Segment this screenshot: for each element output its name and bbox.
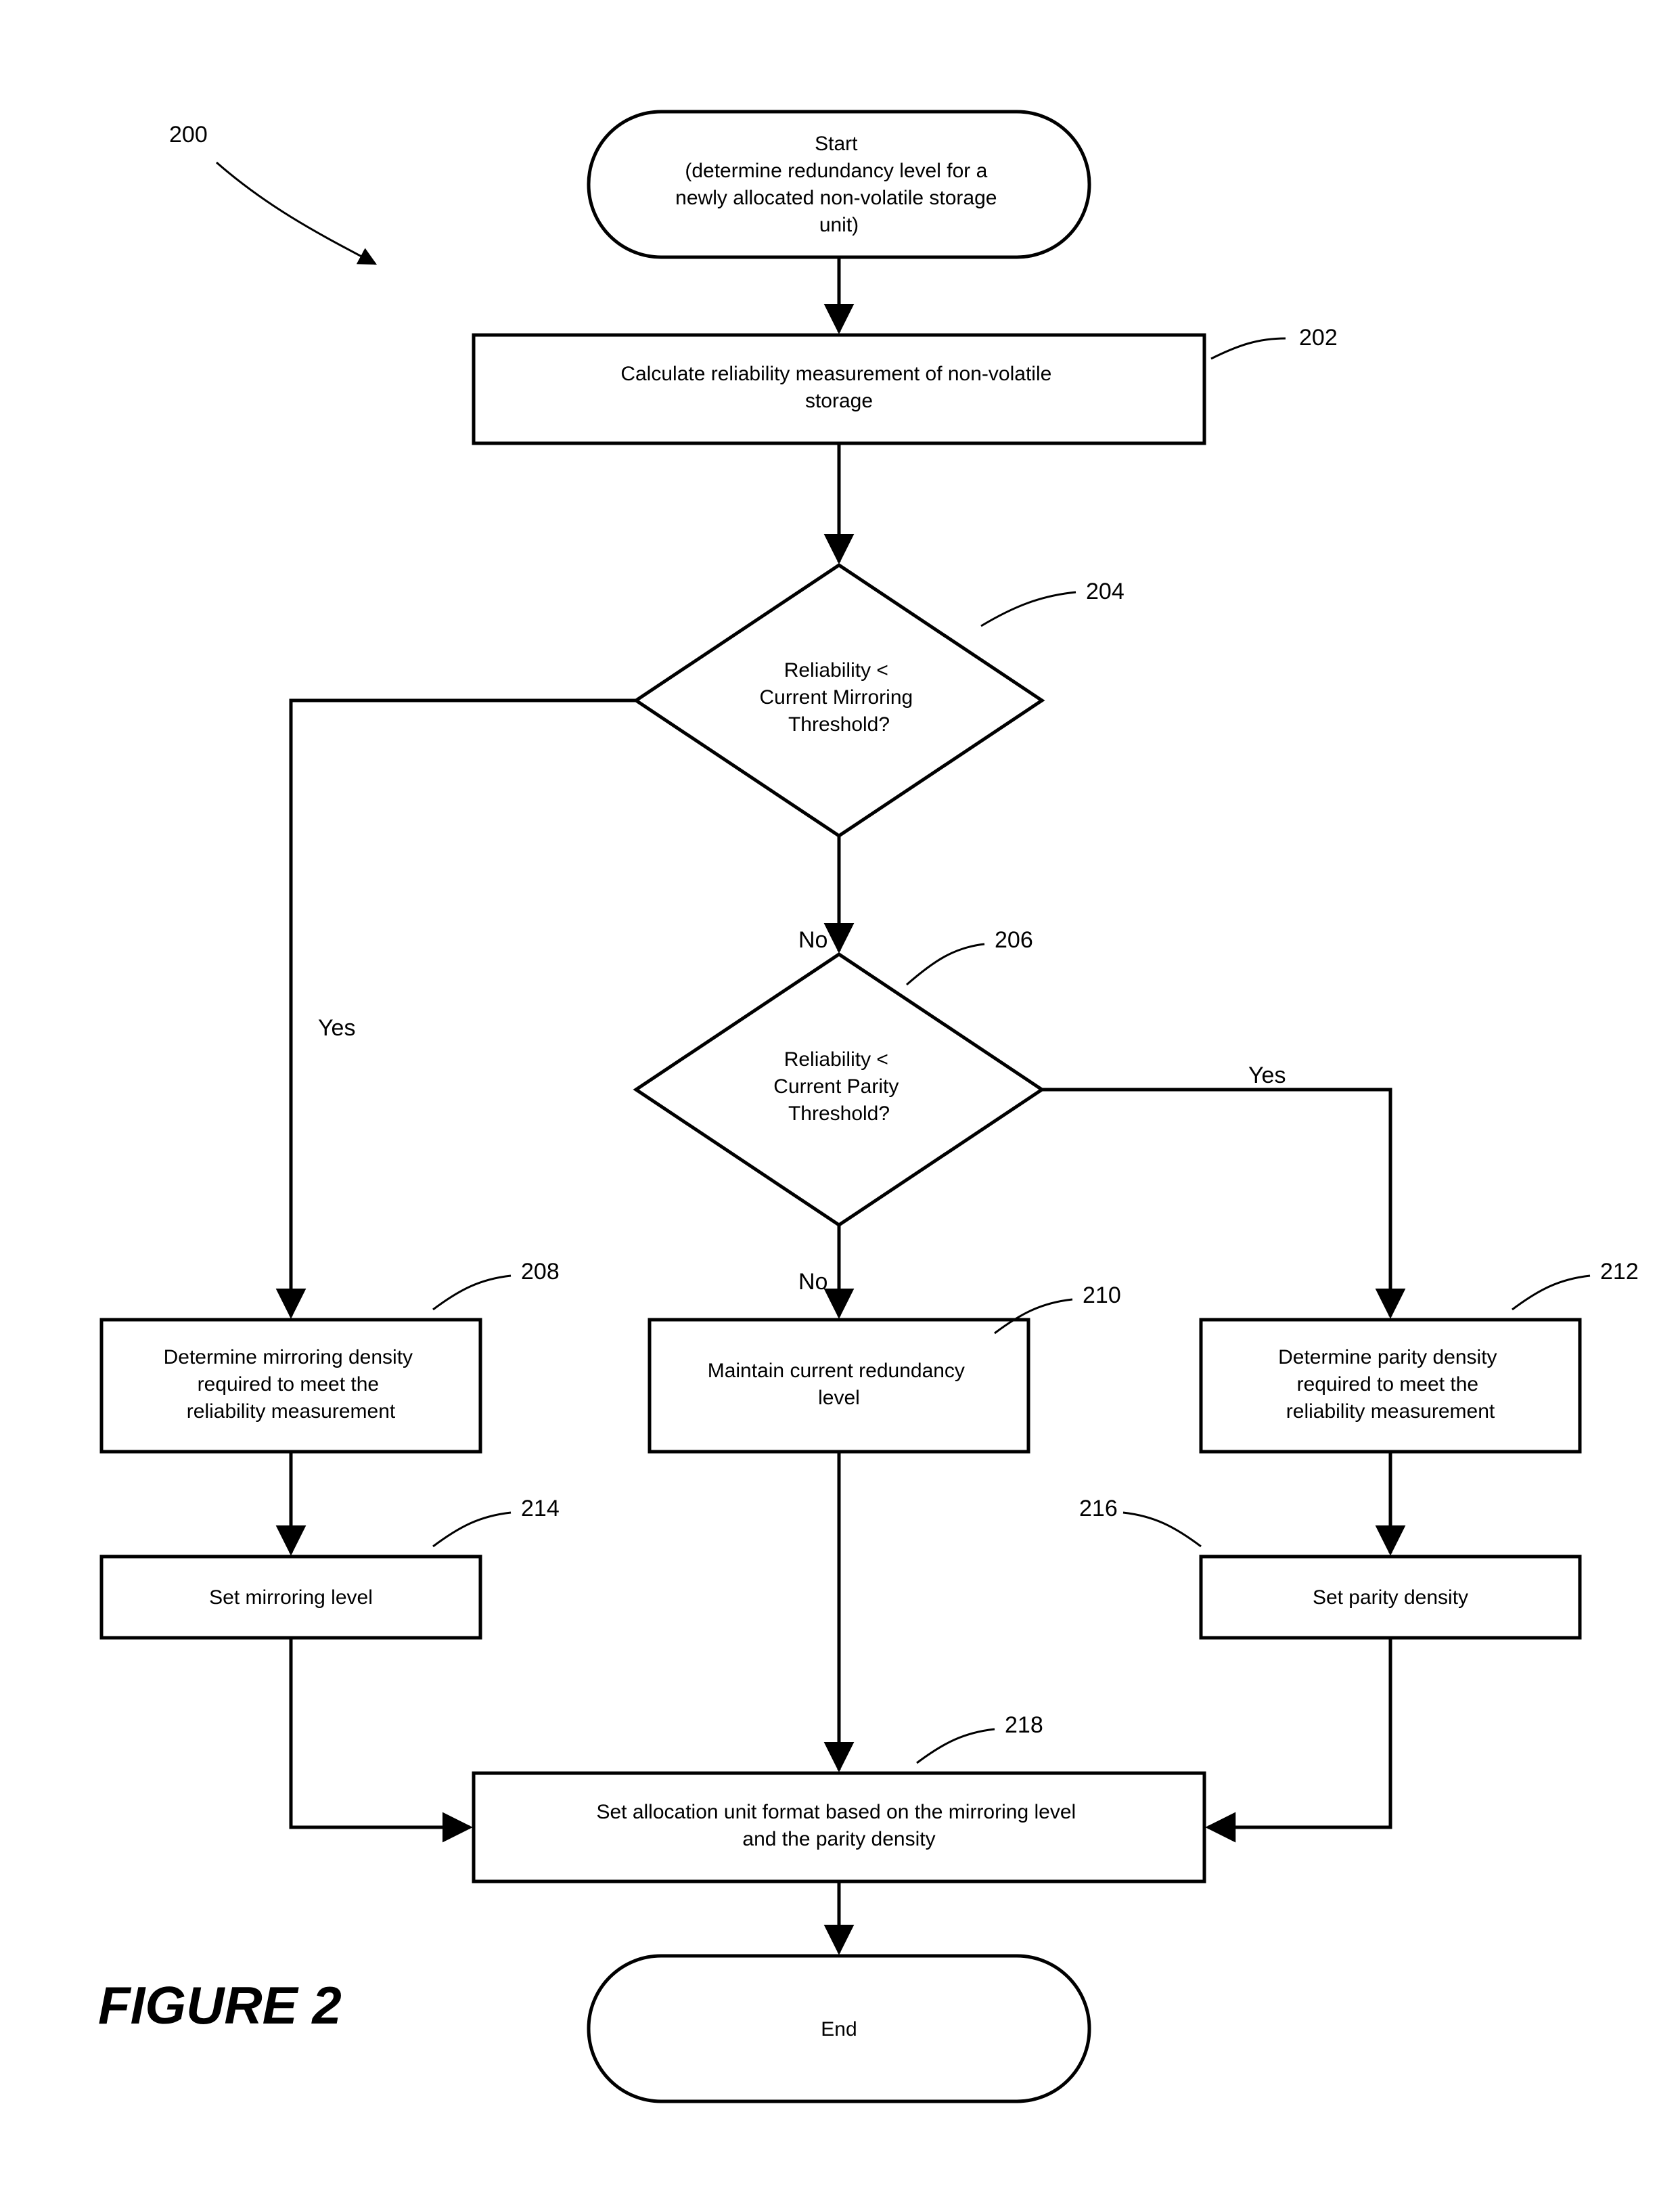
ref-208-leader (433, 1276, 511, 1310)
ref-208: 208 (521, 1259, 560, 1285)
node-212: Determine parity density required to mee… (1201, 1320, 1580, 1452)
start-line-0: Start (815, 133, 858, 155)
ref-212: 212 (1600, 1259, 1639, 1285)
start-line-2: newly allocated non-volatile storage (675, 187, 997, 209)
n202-line-0: Calculate reliability measurement of non… (620, 363, 1051, 385)
flowchart-canvas: 200 Start (determine redundancy level fo… (0, 0, 1680, 2188)
n206-line-1: Current Parity (773, 1075, 899, 1098)
n204-line-2: Threshold? (788, 713, 890, 736)
node-204: Reliability < Current Mirroring Threshol… (636, 565, 1042, 836)
start-line-1: (determine redundancy level for a (685, 160, 987, 182)
ref-204-leader (981, 592, 1076, 626)
n218-line-1: and the parity density (742, 1828, 935, 1850)
node-218: Set allocation unit format based on the … (474, 1773, 1204, 1881)
ref-200-leader (217, 162, 376, 264)
node-216: Set parity density (1201, 1557, 1580, 1638)
svg-text:Determine mirroring density: Determine mirroring density required to … (164, 1346, 419, 1423)
n218-line-0: Set allocation unit format based on the … (596, 1801, 1076, 1823)
node-208: Determine mirroring density required to … (101, 1320, 480, 1452)
label-206-no: No (798, 1269, 827, 1295)
n214-line-0: Set mirroring level (209, 1586, 373, 1609)
n212-line-2: reliability measurement (1286, 1400, 1495, 1423)
node-214: Set mirroring level (101, 1557, 480, 1638)
end-line-0: End (821, 2018, 857, 2040)
ref-216-leader (1123, 1513, 1201, 1546)
n208-line-2: reliability measurement (187, 1400, 396, 1423)
ref-200: 200 (169, 122, 208, 148)
ref-216: 216 (1079, 1496, 1118, 1521)
n212-line-0: Determine parity density (1278, 1346, 1497, 1368)
ref-214-leader (433, 1513, 511, 1546)
n208-line-0: Determine mirroring density (164, 1346, 413, 1368)
n212-line-1: required to meet the (1297, 1373, 1479, 1396)
label-204-no: No (798, 927, 827, 953)
ref-214: 214 (521, 1496, 560, 1521)
ref-202-leader (1211, 338, 1286, 359)
ref-202: 202 (1299, 325, 1338, 351)
ref-206-leader (907, 944, 984, 985)
n204-line-0: Reliability < (784, 659, 888, 682)
edge-214-218 (291, 1638, 470, 1827)
n216-line-0: Set parity density (1313, 1586, 1468, 1609)
n210-line-1: level (818, 1387, 860, 1409)
ref-204: 204 (1086, 579, 1125, 604)
start-line-3: unit) (819, 214, 859, 236)
node-206: Reliability < Current Parity Threshold? (636, 954, 1042, 1225)
svg-text:Set parity density: Set parity density (1313, 1586, 1468, 1609)
n210-line-0: Maintain current redundancy (708, 1360, 965, 1382)
ref-206: 206 (995, 927, 1033, 953)
node-end: End (589, 1956, 1089, 2101)
svg-text:Determine parity density: Determine parity density required to mee… (1278, 1346, 1503, 1423)
n204-line-1: Current Mirroring (759, 686, 913, 709)
ref-218: 218 (1005, 1712, 1043, 1738)
svg-text:End: End (821, 2018, 857, 2040)
edge-216-218 (1208, 1638, 1390, 1827)
n206-line-2: Threshold? (788, 1102, 890, 1125)
node-210: Maintain current redundancy level (650, 1320, 1028, 1452)
ref-212-leader (1512, 1276, 1590, 1310)
n206-line-0: Reliability < (784, 1048, 888, 1071)
ref-210: 210 (1083, 1282, 1121, 1308)
n208-line-1: required to meet the (198, 1373, 380, 1396)
svg-text:Reliability < Current Pa: Reliability < Current Parity Threshold? (773, 1048, 904, 1125)
node-202: Calculate reliability measurement of non… (474, 335, 1204, 443)
svg-text:Set mirroring level: Set mirroring level (209, 1586, 373, 1609)
node-start: Start (determine redundancy level for a … (589, 112, 1089, 257)
edge-204-yes (291, 700, 636, 1316)
figure-title: FIGURE 2 (98, 1975, 342, 2035)
ref-218-leader (917, 1729, 995, 1763)
label-206-yes: Yes (1248, 1063, 1286, 1088)
label-204-yes: Yes (318, 1015, 355, 1041)
n202-line-1: storage (805, 390, 873, 412)
